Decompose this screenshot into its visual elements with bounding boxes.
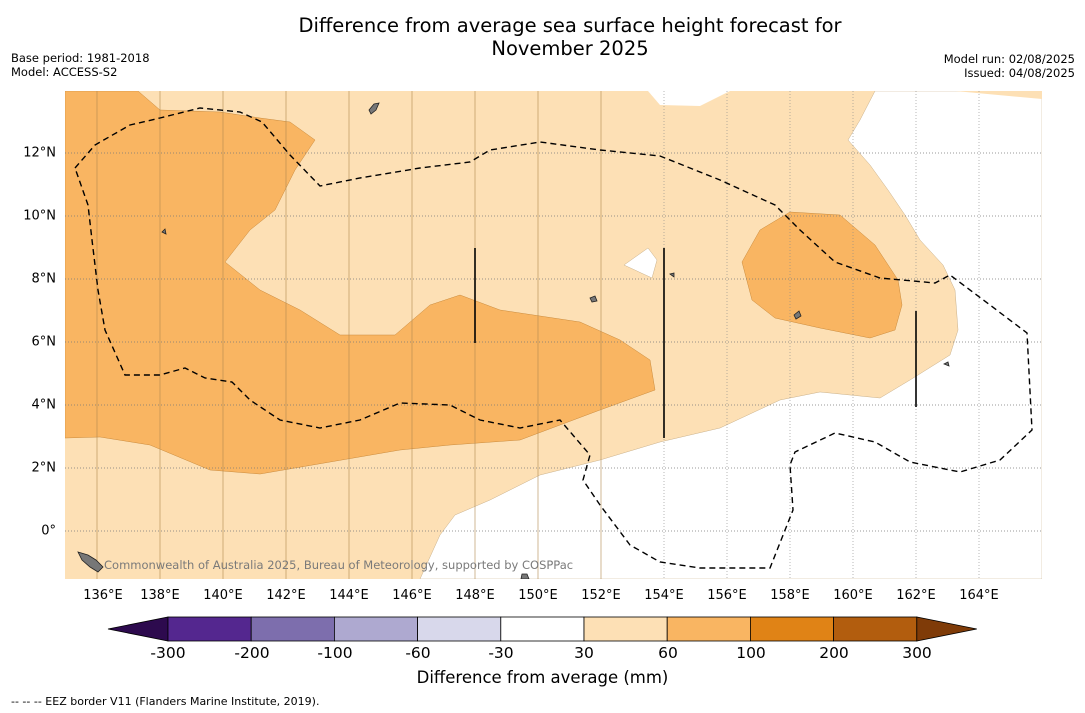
colorbar-bin: [666, 616, 751, 642]
x-tick: 152°E: [581, 588, 621, 603]
colorbar-bin: [833, 616, 918, 642]
colorbar-bin: [750, 616, 835, 642]
anomaly-region-neutral-south: [419, 91, 1042, 579]
meta-right: Model run: 02/08/2025 Issued: 04/08/2025: [944, 52, 1075, 80]
colorbar-label: -300: [150, 644, 186, 662]
x-tick: 160°E: [833, 588, 873, 603]
colorbar-bin: [333, 616, 418, 642]
x-tick: 144°E: [329, 588, 369, 603]
colorbar: [107, 616, 977, 642]
colorbar-label: -60: [405, 644, 431, 662]
x-tick: 136°E: [83, 588, 123, 603]
x-tick: 140°E: [203, 588, 243, 603]
title-line-2: November 2025: [491, 37, 649, 60]
y-tick: 2°N: [31, 460, 57, 476]
anomaly-region-neutral-island: [623, 247, 658, 279]
copyright-credit: Commonwealth of Australia 2025, Bureau o…: [104, 558, 574, 572]
eez-footnote: -- -- -- EEZ border V11 (Flanders Marine…: [11, 695, 320, 708]
x-tick: 142°E: [266, 588, 306, 603]
colorbar-label: 30: [574, 644, 594, 662]
colorbar-label: -100: [317, 644, 353, 662]
colorbar-under-arrow: [107, 616, 169, 642]
model-run-label: Model run: 02/08/2025: [943, 52, 1075, 66]
y-tick: 6°N: [31, 334, 57, 350]
x-tick: 156°E: [707, 588, 747, 603]
anomaly-region-top-right: [955, 91, 1042, 99]
colorbar-bin: [417, 616, 502, 642]
meta-left: Base period: 1981-2018 Model: ACCESS-S2: [11, 51, 150, 79]
y-tick: 10°N: [23, 208, 56, 224]
x-tick: 138°E: [140, 588, 180, 603]
x-tick: 148°E: [455, 588, 495, 603]
y-tick: 8°N: [31, 271, 57, 287]
anomaly-region-60-100-west: [65, 91, 656, 475]
x-tick: 150°E: [518, 588, 558, 603]
colorbar-bin: [583, 616, 668, 642]
latitude-gridlines: [65, 152, 1042, 532]
colorbar-bin: [500, 616, 585, 642]
x-tick: 164°E: [959, 588, 999, 603]
colorbar-label: -200: [234, 644, 270, 662]
colorbar-title: Difference from average (mm): [416, 668, 669, 687]
colorbar-bin: [250, 616, 335, 642]
y-tick: 0°: [41, 523, 56, 539]
map-title: Difference from average sea surface heig…: [0, 14, 1085, 60]
y-tick: 4°N: [31, 397, 57, 413]
colorbar-label: -30: [488, 644, 514, 662]
base-period-label: Base period: 1981-2018: [11, 51, 150, 65]
colorbar-bin: [167, 616, 252, 642]
x-tick: 146°E: [392, 588, 432, 603]
eez-border-west: [74, 107, 1033, 569]
colorbar-label: 60: [658, 644, 678, 662]
colorbar-over-arrow: [916, 616, 977, 642]
y-tick: 12°N: [23, 145, 56, 161]
colorbar-label: 100: [736, 644, 766, 662]
islands: [77, 102, 950, 579]
x-tick: 162°E: [896, 588, 936, 603]
x-tick: 158°E: [770, 588, 810, 603]
title-line-1: Difference from average sea surface heig…: [298, 14, 842, 37]
x-tick: 154°E: [644, 588, 684, 603]
anomaly-region-neutral-top: [648, 91, 730, 106]
colorbar-label: 200: [819, 644, 849, 662]
colorbar-label: 300: [902, 644, 932, 662]
issued-label: Issued: 04/08/2025: [964, 66, 1075, 80]
model-label: Model: ACCESS-S2: [11, 65, 118, 79]
map-area: [65, 91, 1042, 579]
